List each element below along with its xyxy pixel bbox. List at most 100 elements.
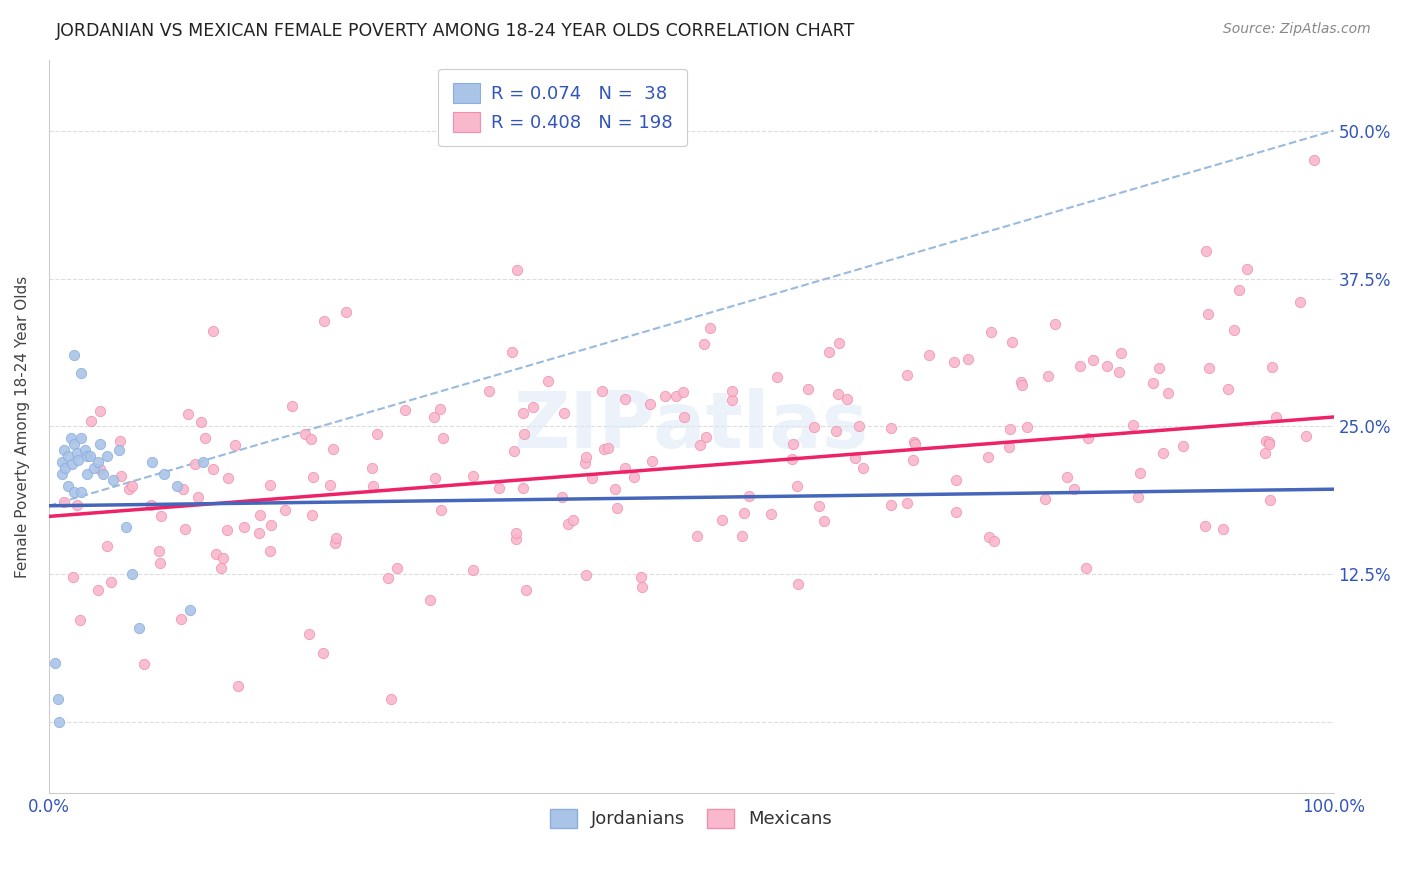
Point xyxy=(66,445,89,459)
Point xyxy=(273,503,295,517)
Point xyxy=(63,484,86,499)
Point xyxy=(614,392,637,407)
Point xyxy=(782,437,804,451)
Point xyxy=(630,570,652,584)
Point xyxy=(298,627,321,641)
Point xyxy=(1258,493,1281,508)
Point xyxy=(70,431,93,445)
Point xyxy=(128,621,150,635)
Point xyxy=(153,467,176,481)
Point xyxy=(89,437,111,451)
Point xyxy=(1197,307,1219,321)
Point xyxy=(194,431,217,445)
Point xyxy=(1126,491,1149,505)
Point xyxy=(366,426,388,441)
Point xyxy=(1198,361,1220,376)
Point xyxy=(360,460,382,475)
Point xyxy=(1265,410,1288,425)
Point xyxy=(733,506,755,520)
Point xyxy=(638,397,661,411)
Point xyxy=(983,534,1005,549)
Point xyxy=(108,434,131,449)
Point xyxy=(148,544,170,558)
Point xyxy=(765,370,787,384)
Point xyxy=(294,427,316,442)
Point xyxy=(1254,446,1277,460)
Point xyxy=(1295,429,1317,443)
Point xyxy=(1083,353,1105,368)
Point xyxy=(1194,519,1216,533)
Point xyxy=(1152,445,1174,459)
Point xyxy=(69,613,91,627)
Point xyxy=(1000,422,1022,436)
Point xyxy=(731,529,754,543)
Point xyxy=(394,403,416,417)
Point xyxy=(522,400,544,414)
Point xyxy=(1157,386,1180,401)
Point xyxy=(1212,522,1234,536)
Point xyxy=(780,451,803,466)
Point xyxy=(903,435,925,450)
Point xyxy=(419,592,441,607)
Point xyxy=(1227,283,1250,297)
Point xyxy=(515,582,537,597)
Point xyxy=(957,351,980,366)
Point xyxy=(226,679,249,693)
Point xyxy=(215,523,238,537)
Point xyxy=(803,420,825,434)
Point xyxy=(979,530,1001,544)
Point xyxy=(205,548,228,562)
Point xyxy=(139,498,162,512)
Point xyxy=(191,455,214,469)
Point xyxy=(62,570,84,584)
Point xyxy=(1095,359,1118,373)
Point xyxy=(1045,317,1067,331)
Point xyxy=(851,461,873,475)
Point xyxy=(1108,365,1130,379)
Point xyxy=(786,478,808,492)
Legend: Jordanians, Mexicans: Jordanians, Mexicans xyxy=(543,801,839,836)
Point xyxy=(65,498,87,512)
Point xyxy=(1142,376,1164,391)
Point xyxy=(695,430,717,444)
Point xyxy=(880,498,903,512)
Point xyxy=(575,568,598,582)
Point xyxy=(141,455,163,469)
Text: JORDANIAN VS MEXICAN FEMALE POVERTY AMONG 18-24 YEAR OLDS CORRELATION CHART: JORDANIAN VS MEXICAN FEMALE POVERTY AMON… xyxy=(56,22,855,40)
Point xyxy=(325,535,347,549)
Point xyxy=(232,520,254,534)
Point xyxy=(592,442,614,456)
Point xyxy=(183,457,205,471)
Point xyxy=(686,529,709,543)
Text: ZIPatlas: ZIPatlas xyxy=(513,389,869,465)
Point xyxy=(1303,153,1326,168)
Point xyxy=(301,508,323,522)
Point xyxy=(247,526,270,541)
Point xyxy=(1074,560,1097,574)
Point xyxy=(79,449,101,463)
Point xyxy=(562,513,585,527)
Text: Source: ZipAtlas.com: Source: ZipAtlas.com xyxy=(1223,22,1371,37)
Point xyxy=(896,496,918,510)
Point xyxy=(56,478,79,492)
Point xyxy=(432,432,454,446)
Point xyxy=(89,462,111,476)
Point xyxy=(172,482,194,496)
Point xyxy=(44,656,66,670)
Point xyxy=(980,325,1002,339)
Point xyxy=(70,366,93,380)
Point xyxy=(721,384,744,398)
Point xyxy=(945,473,967,487)
Point xyxy=(91,467,114,481)
Point xyxy=(1056,470,1078,484)
Point xyxy=(63,437,86,451)
Point xyxy=(787,576,810,591)
Point xyxy=(361,479,384,493)
Point xyxy=(1001,334,1024,349)
Point xyxy=(808,499,831,513)
Point xyxy=(301,469,323,483)
Point xyxy=(335,304,357,318)
Point xyxy=(825,424,848,438)
Point xyxy=(813,514,835,528)
Point xyxy=(631,580,654,594)
